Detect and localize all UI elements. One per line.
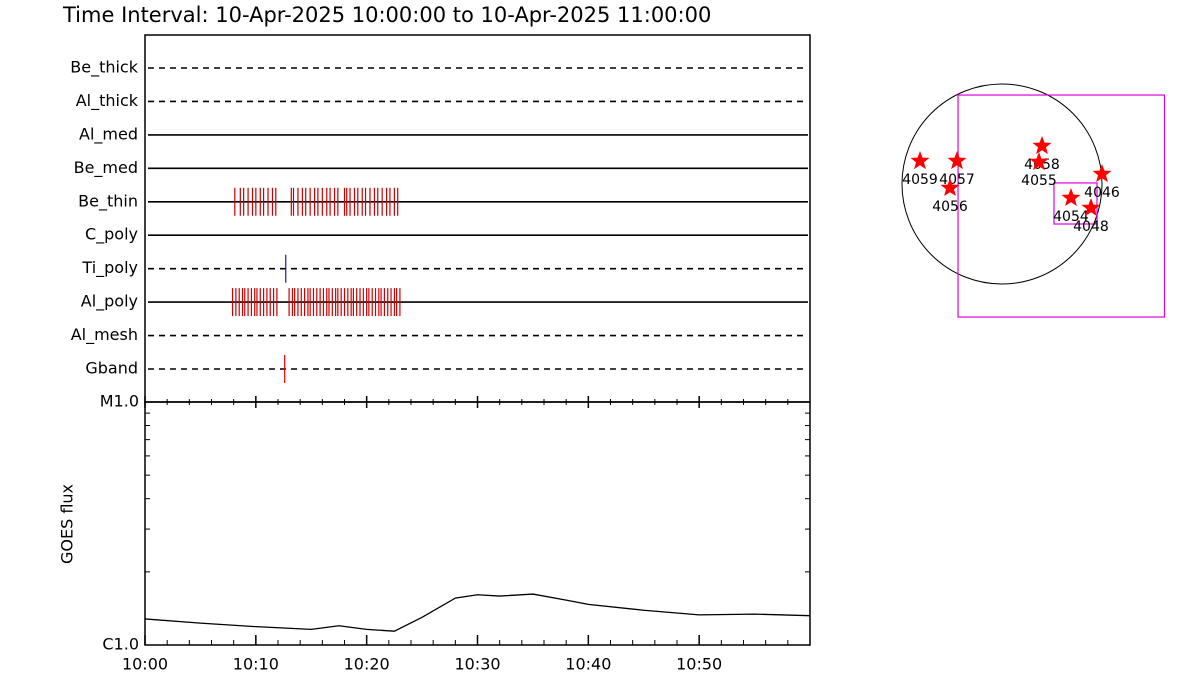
y-axis-label: GOES flux [58,484,77,564]
filter-label: Al_thick [76,91,139,111]
solar-limb [901,83,1103,285]
region-marker [1061,188,1081,206]
chart-title: Time Interval: 10-Apr-2025 10:00:00 to 1… [62,3,711,27]
region-marker [910,151,930,170]
region-label: 4055 [1021,173,1057,189]
region-marker [1092,164,1112,183]
timeline-frame [144,34,811,403]
filter-label: C_poly [85,225,138,245]
region-marker [947,151,967,170]
goes-line [144,593,811,632]
x-tick-label: 10:40 [565,655,611,674]
x-tick-label: 10:10 [233,655,279,674]
region-label: 4054 [1053,209,1089,225]
region-label: 4056 [932,199,968,215]
region-label: 4048 [1073,219,1109,235]
filter-label: Be_med [74,158,138,178]
goes-frame [144,401,811,646]
region-marker [1032,136,1052,155]
filter-label: Be_thick [70,58,138,78]
x-tick-label: 10:20 [344,655,390,674]
region-marker [1029,152,1049,171]
fov-box [1053,182,1098,225]
sun-map: 40594057405640584055404640544048 [901,83,1165,318]
x-tick-label: 10:30 [454,655,500,674]
filter-label: Gband [85,359,138,378]
filter-label: Ti_poly [81,258,138,278]
region-label: 4059 [902,172,938,188]
filter-label: Al_mesh [71,325,138,345]
region-label: 4046 [1084,185,1120,201]
y-tick-label: M1.0 [100,392,139,411]
x-tick-label: 10:00 [122,655,168,674]
fov-box [957,94,1165,318]
filter-label: Al_med [79,124,138,144]
filter-label: Be_thin [78,191,138,211]
y-tick-label: C1.0 [102,635,139,654]
filter-label: Al_poly [81,292,138,312]
region-marker [940,178,960,196]
region-marker [1081,198,1101,216]
x-tick-label: 10:50 [676,655,722,674]
